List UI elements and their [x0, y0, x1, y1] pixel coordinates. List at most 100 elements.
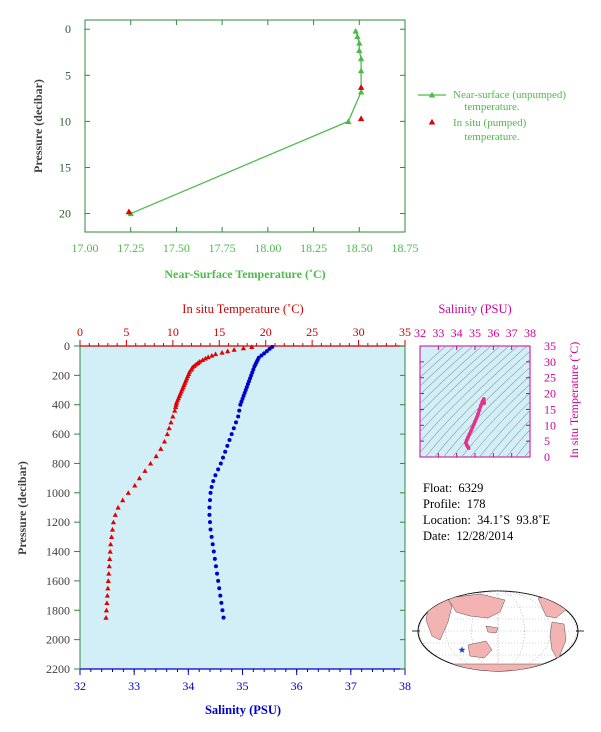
ts-density-contour — [420, 346, 492, 414]
temperature-point — [108, 541, 114, 547]
temperature-point — [172, 408, 178, 413]
temperature-point — [108, 534, 115, 539]
salinity-tick-label: 32 — [74, 679, 86, 693]
near-surface-y-tick-label: 5 — [65, 68, 71, 82]
temperature-tick-label: 20 — [260, 325, 272, 339]
salinity-point — [264, 349, 269, 354]
near-surface-point — [357, 55, 365, 62]
near-surface-point — [357, 67, 365, 74]
temperature-tick-label: 35 — [399, 325, 411, 339]
near-surface-x-tick-label: 18.25 — [300, 241, 327, 255]
salinity-point — [210, 542, 215, 547]
legend-marker-near-surface — [428, 91, 436, 98]
ts-x-tick-label: 38 — [524, 326, 536, 340]
profile-y-tick-label: 1800 — [46, 603, 70, 617]
salinity-point — [223, 449, 228, 454]
ts-point — [473, 419, 477, 424]
temperature-point — [219, 350, 225, 355]
ts-point — [466, 435, 470, 440]
salinity-tick-label: 35 — [237, 679, 249, 693]
salinity-point — [221, 455, 225, 460]
salinity-point — [216, 578, 221, 583]
near-surface-y-tick-label: 20 — [59, 207, 71, 221]
profile-number: Profile: 178 — [423, 497, 486, 511]
ts-density-contour — [488, 410, 530, 457]
salinity-point — [270, 344, 275, 349]
temperature-point — [136, 475, 143, 481]
ts-point — [472, 422, 476, 427]
salinity-axis-label: Salinity (PSU) — [205, 703, 281, 717]
temperature-point — [153, 453, 159, 459]
ts-y-axis-label: In situ Temperature (˚C) — [567, 342, 581, 459]
float-location-marker — [458, 646, 466, 653]
in-situ-point — [357, 115, 365, 122]
salinity-point — [229, 432, 234, 437]
salinity-point — [216, 467, 221, 472]
salinity-point — [267, 346, 272, 351]
profile-y-tick-label: 2000 — [46, 633, 70, 647]
temperature-axis-label: In situ Temperature (˚C) — [182, 302, 303, 316]
ts-point — [481, 397, 486, 401]
temperature-tick-label: 30 — [353, 325, 365, 339]
profile-y-tick-label: 200 — [52, 368, 70, 382]
legend-label-near-surface: temperature. — [464, 101, 520, 113]
temperature-tick-label: 25 — [306, 325, 318, 339]
ts-y-tick-label: 0 — [544, 450, 550, 464]
near-surface-x-tick-label: 18.75 — [392, 241, 419, 255]
temperature-point — [107, 556, 113, 561]
profile-y-tick-label: 400 — [52, 398, 70, 412]
ts-point — [482, 401, 487, 405]
salinity-point — [211, 479, 216, 484]
in-situ-point — [125, 208, 133, 215]
near-surface-x-tick-label: 17.75 — [209, 241, 236, 255]
ts-point — [470, 425, 475, 430]
ts-density-contour — [497, 419, 530, 457]
salinity-point — [208, 520, 212, 525]
profile-date: Date: 12/28/2014 — [423, 529, 514, 543]
salinity-point — [213, 473, 218, 478]
map-meridian — [471, 591, 525, 671]
temperature-point — [170, 413, 176, 419]
ts-density-contour — [452, 375, 530, 457]
salinity-point — [208, 527, 213, 532]
ts-point — [476, 412, 480, 417]
ts-density-contour — [420, 346, 510, 433]
temperature-point — [173, 404, 179, 410]
salinity-point — [212, 556, 217, 561]
ts-density-contour — [443, 367, 530, 457]
near-surface-point — [357, 88, 365, 95]
near-surface-point — [354, 33, 361, 40]
profile-y-tick-label: 1400 — [46, 545, 70, 559]
ts-density-contour — [420, 346, 447, 370]
ts-y-tick-label: 25 — [544, 371, 556, 385]
float-location: Location: 34.1˚S 93.8˚E — [423, 513, 551, 527]
ts-density-contour — [526, 327, 601, 467]
map-land — [429, 663, 571, 671]
temperature-point — [115, 504, 121, 510]
profile-y-tick-label: 1200 — [46, 515, 70, 529]
near-surface-x-tick-label: 17.50 — [163, 241, 190, 255]
ts-density-contour — [420, 346, 501, 423]
temperature-point — [106, 570, 112, 576]
salinity-point — [231, 426, 236, 431]
near-surface-plot-frame — [84, 19, 406, 233]
ts-point — [469, 429, 473, 433]
ts-density-contour — [420, 346, 483, 404]
temperature-point — [173, 399, 180, 405]
map-meridian — [497, 591, 499, 671]
temperature-point — [109, 526, 116, 532]
temperature-point — [212, 351, 219, 357]
salinity-point — [219, 600, 224, 605]
temperature-point — [110, 519, 117, 525]
legend-label-in-situ: In situ (pumped) — [453, 117, 527, 129]
near-surface-y-tick-label: 10 — [59, 114, 71, 128]
ts-density-contour — [515, 439, 530, 457]
salinity-tick-label: 36 — [291, 679, 303, 693]
salinity-point — [209, 484, 214, 489]
temperature-point — [199, 357, 206, 363]
profile-y-tick-label: 600 — [52, 427, 70, 441]
temperature-tick-label: 0 — [77, 325, 83, 339]
temperature-point — [249, 344, 255, 349]
near-surface-point — [356, 39, 363, 46]
salinity-point — [209, 534, 214, 539]
